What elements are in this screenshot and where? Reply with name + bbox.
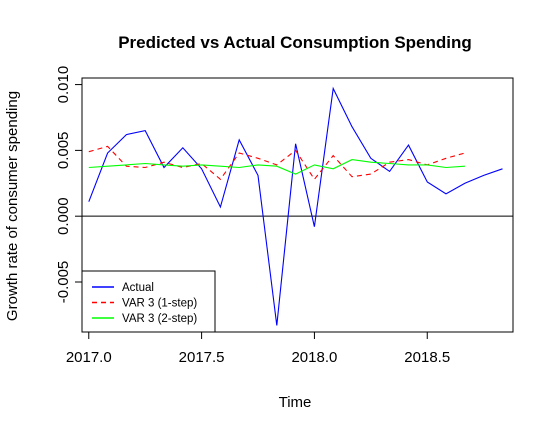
y-axis: -0.005 0.000 0.005 0.010 [55,66,82,303]
series-line-2 [88,159,465,175]
chart-title: Predicted vs Actual Consumption Spending [118,33,472,52]
series-line-1 [88,145,466,181]
legend-label-2: VAR 3 (2-step) [122,313,197,325]
legend-box [81,270,216,333]
series-layer [88,86,503,326]
x-tick-label: 2018.5 [404,349,450,366]
series-line-0 [88,86,503,326]
y-tick-label: 0.005 [55,132,72,170]
x-tick-label: 2017.5 [179,349,225,366]
x-axis-label: Time [279,394,312,411]
y-tick-label: -0.005 [55,261,72,304]
legend-label-1: VAR 3 (1-step) [122,298,197,310]
y-tick-label: 0.010 [55,66,72,104]
x-tick-label: 2018.0 [291,349,337,366]
legend-label-0: Actual [122,282,154,294]
y-axis-label: Growth rate of consumer spending [4,91,21,321]
y-tick-label: 0.000 [55,197,72,235]
x-tick-label: 2017.0 [66,349,112,366]
legend: Actual VAR 3 (1-step) VAR 3 (2-step) [81,270,216,333]
x-axis: 2017.0 2017.5 2018.0 2018.5 [66,331,450,366]
